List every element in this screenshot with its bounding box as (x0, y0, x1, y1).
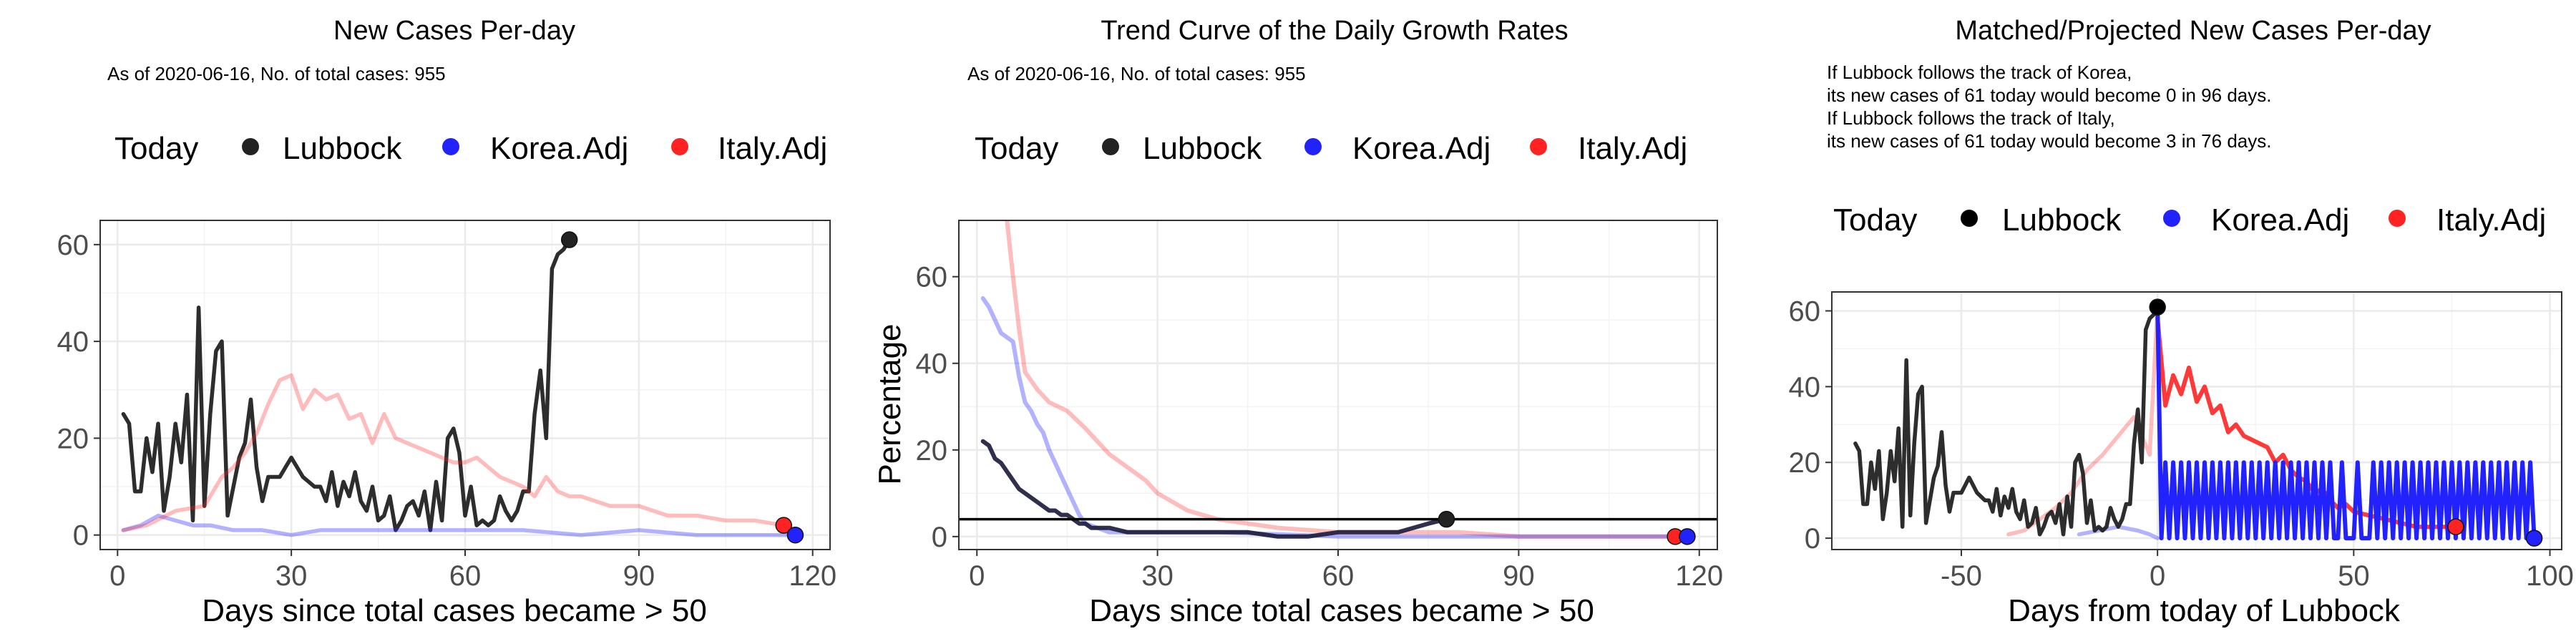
panel1-today-point-korea-adj (786, 526, 804, 544)
panel2-legend-key-korea (1304, 138, 1322, 155)
panel3-y-tick-label: 60 (1789, 296, 1821, 327)
panel1-plot-area: 0 30 60 90 120 0 20 40 60 (57, 220, 836, 592)
panel1-today-point-italy-adj (775, 517, 792, 534)
panel-projected-cases: Matched/Projected New Cases Per-day If L… (1789, 16, 2574, 628)
panel2-x-tick-label: 30 (1141, 560, 1174, 592)
panel3-today-point-italy-adj (2447, 518, 2464, 535)
panel2-subtitle: As of 2020-06-16, No. of total cases: 95… (967, 63, 1306, 84)
panel1-x-axis-title: Days since total cases became > 50 (202, 593, 707, 628)
panel3-legend-title: Today (1833, 203, 1917, 238)
panel1-legend-item-lubbock: Lubbock (283, 131, 402, 166)
panel3-x-tick-label: 50 (2338, 560, 2370, 592)
panel3-title: Matched/Projected New Cases Per-day (1955, 16, 2431, 46)
panel3-legend-key-italy (2389, 210, 2406, 227)
panel3-y-tick-label: 0 (1805, 523, 1820, 555)
panel1-x-tick-label: 60 (449, 560, 482, 592)
panel2-series-line-italy-adj (1005, 220, 1678, 539)
panel2-x-tick-label: 90 (1503, 560, 1535, 592)
panel1-y-tick-label: 0 (73, 520, 89, 552)
panel2-legend-item-lubbock: Lubbock (1143, 131, 1262, 166)
panel2-legend-item-italy: Italy.Adj (1578, 131, 1687, 166)
panel2-title: Trend Curve of the Daily Growth Rates (1101, 16, 1568, 46)
panel2-today-point-korea-adj (1679, 528, 1696, 545)
panel3-legend-item-lubbock: Lubbock (2002, 203, 2122, 238)
panel3-series-line-lubbock (1853, 305, 2160, 537)
panel1-today-point-lubbock (560, 231, 578, 248)
panel2-plot-area: 0 30 60 90 120 0 20 40 60 (916, 220, 1723, 592)
panel1-legend: Today Lubbock Korea.Adj Italy.Adj (114, 131, 827, 166)
panel2-legend: Today Lubbock Korea.Adj Italy.Adj (975, 131, 1687, 166)
panel3-note-1: If Lubbock follows the track of Korea, (1827, 62, 2132, 83)
panel2-y-tick-label: 0 (932, 522, 947, 553)
panel2-x-tick-label: 60 (1322, 560, 1355, 592)
panel1-legend-item-italy: Italy.Adj (718, 131, 827, 166)
panel1-title: New Cases Per-day (333, 16, 575, 46)
panel1-legend-key-lubbock (242, 138, 259, 155)
panel3-legend: Today Lubbock Korea.Adj Italy.Adj (1833, 203, 2546, 238)
panel1-y-tick-label: 20 (57, 423, 89, 454)
panel1-subtitle: As of 2020-06-16, No. of total cases: 95… (107, 63, 446, 84)
panel1-series-line-lubbock (121, 238, 572, 532)
panel3-x-tick-label: 100 (2526, 560, 2574, 592)
panel2-y-tick-label: 20 (916, 435, 948, 467)
panel2-y-axis-title: Percentage (872, 323, 907, 484)
panel1-series-group (121, 238, 798, 537)
panel3-today-point-korea-adj (2525, 530, 2543, 547)
panel3-x-axis-title: Days from today of Lubbock (2008, 593, 2401, 628)
panel-new-cases: New Cases Per-day As of 2020-06-16, No. … (57, 16, 837, 628)
panel2-y-tick-label: 40 (916, 348, 948, 380)
panel2-today-point-lubbock (1438, 510, 1455, 528)
panel-growth-rates: Trend Curve of the Daily Growth Rates As… (872, 16, 1723, 628)
panel2-y-tick-label: 60 (916, 262, 948, 293)
panel3-panel-border (1831, 291, 2562, 550)
panel3-note-2: its new cases of 61 today would become 0… (1827, 84, 2271, 106)
panel3-legend-item-korea: Korea.Adj (2211, 203, 2349, 238)
panel3-y-tick-label: 40 (1789, 371, 1821, 403)
panel2-panel-border (958, 220, 1718, 550)
panel1-panel-border (99, 220, 831, 550)
panel3-legend-key-korea (2163, 210, 2180, 227)
panel1-y-tick-label: 60 (57, 230, 89, 261)
panel1-legend-title: Today (114, 131, 198, 166)
panel3-plot-area: -50 0 50 100 0 20 40 60 (1789, 291, 2574, 592)
panel2-series-line-lubbock (980, 439, 1449, 539)
panel3-y-tick-label: 20 (1789, 447, 1821, 479)
panel3-legend-item-italy: Italy.Adj (2436, 203, 2546, 238)
panel2-series-group (980, 220, 1689, 539)
panel1-series-line-korea-adj (121, 513, 798, 537)
panel1-series-line-italy-adj (121, 373, 786, 532)
panel1-legend-key-korea (442, 138, 459, 155)
panel2-legend-title: Today (975, 131, 1058, 166)
panel1-x-tick-label: 30 (275, 560, 308, 592)
panel1-x-tick-label: 0 (109, 560, 125, 592)
panel1-legend-key-italy (671, 138, 688, 155)
panel3-x-tick-label: 0 (2150, 560, 2165, 592)
panel2-x-tick-label: 120 (1675, 560, 1723, 592)
panel3-today-point-lubbock (2149, 298, 2166, 316)
panel2-legend-key-italy (1530, 138, 1547, 155)
panel3-note-4: its new cases of 61 today would become 3… (1827, 130, 2271, 152)
panel2-legend-key-lubbock (1102, 138, 1119, 155)
panel3-series-group (1853, 305, 2537, 541)
panel3-legend-key-lubbock (1961, 210, 1978, 227)
panel1-x-tick-label: 90 (623, 560, 655, 592)
panel3-series-line-korea-adj-projected (2155, 305, 2537, 541)
panel1-legend-item-korea: Korea.Adj (490, 131, 628, 166)
panel2-legend-item-korea: Korea.Adj (1352, 131, 1491, 166)
panel2-x-axis-title: Days since total cases became > 50 (1089, 593, 1594, 628)
panel2-x-tick-label: 0 (969, 560, 985, 592)
panel1-y-tick-label: 40 (57, 326, 89, 358)
panel3-note-3: If Lubbock follows the track of Italy, (1827, 107, 2115, 129)
panel3-x-tick-label: -50 (1941, 560, 1982, 592)
panel1-x-tick-label: 120 (789, 560, 836, 592)
